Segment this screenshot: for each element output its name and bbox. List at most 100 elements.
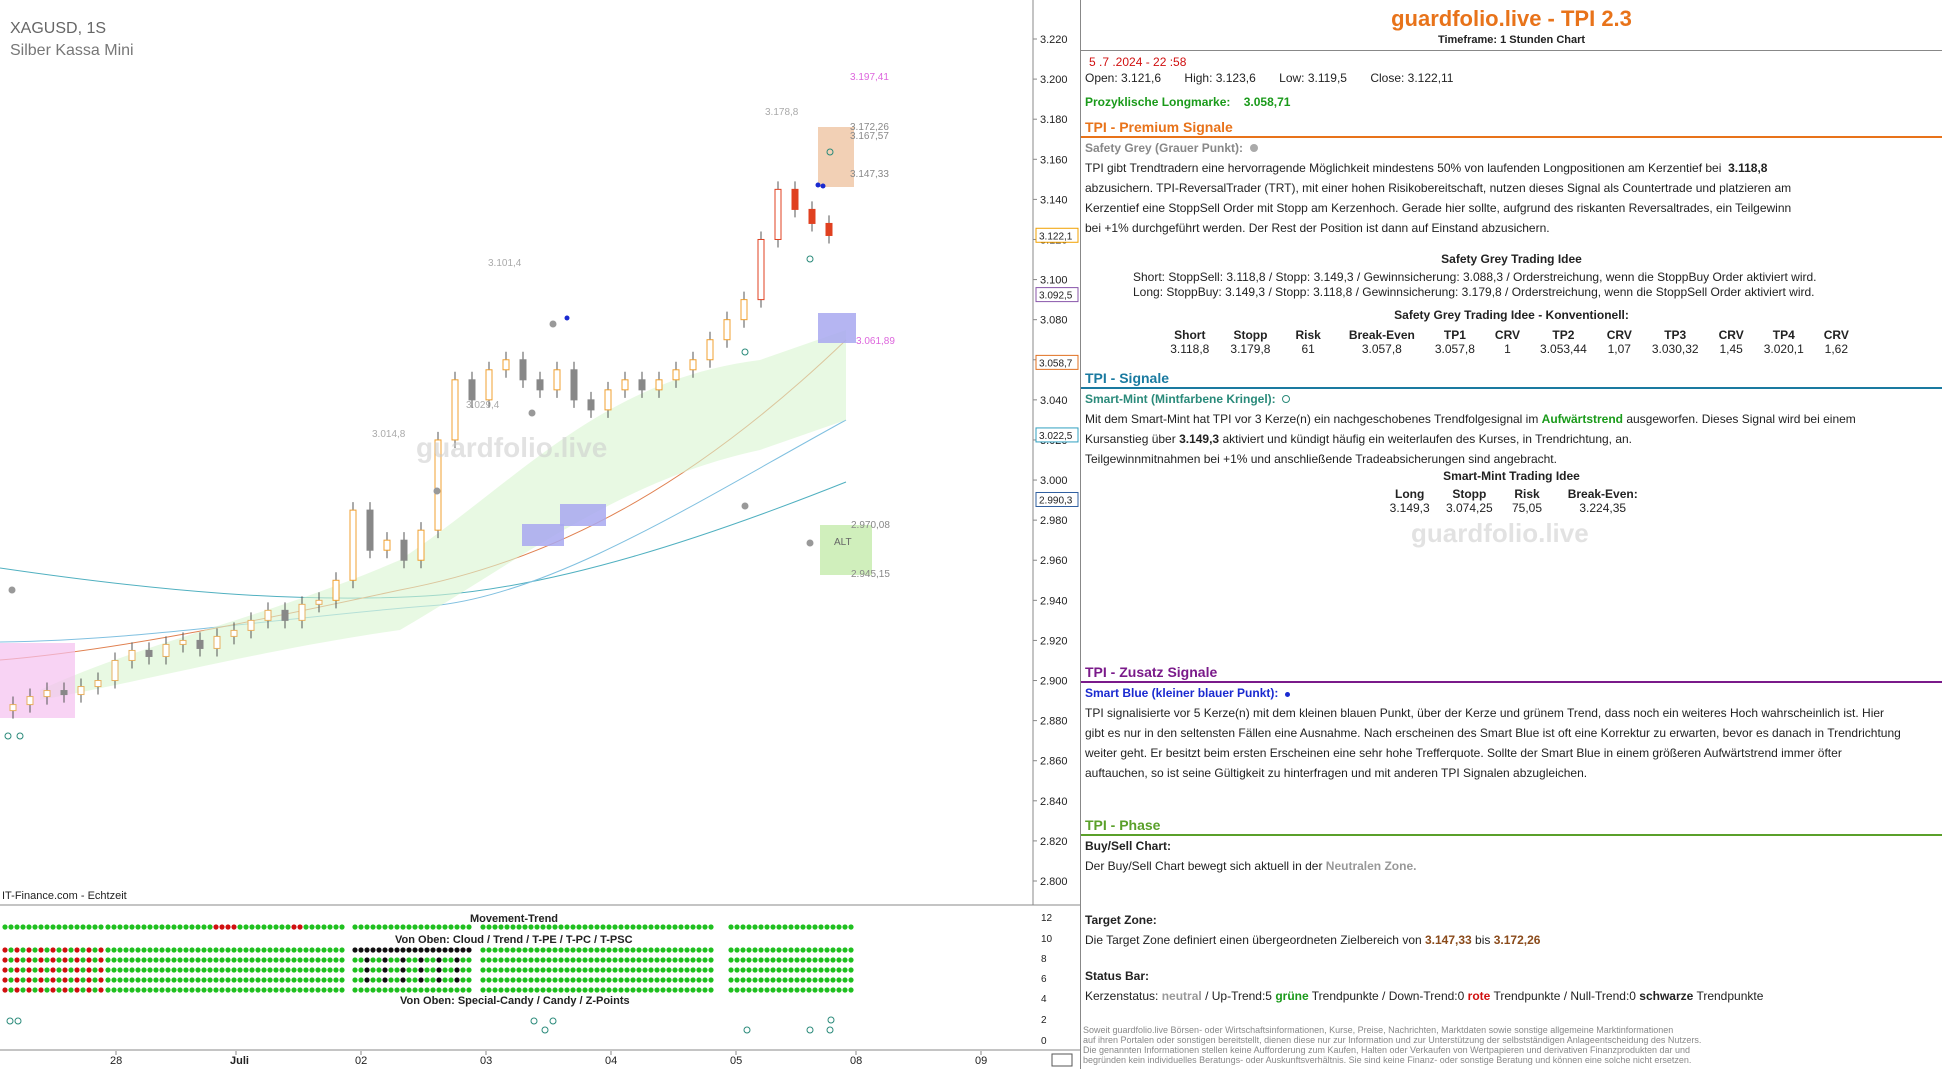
- indicator-dot: [708, 947, 714, 953]
- indicator-dot: [406, 924, 412, 930]
- indicator-dot: [666, 924, 672, 930]
- indicator-dot: [740, 977, 746, 983]
- candle-body: [689, 359, 697, 371]
- indicator-dot: [297, 967, 303, 973]
- indicator-dot: [279, 947, 285, 953]
- indicator-dot: [746, 957, 752, 963]
- indicator-dot: [678, 977, 684, 983]
- indicator-dot: [558, 967, 564, 973]
- indicator-dot: [498, 957, 504, 963]
- level-annotation: ALT: [834, 537, 852, 548]
- indicator-dot: [123, 957, 129, 963]
- indicator-dot: [782, 977, 788, 983]
- indicator-dot: [189, 977, 195, 983]
- phase-section-title: TPI - Phase: [1085, 817, 1161, 833]
- chart-pane[interactable]: 3.2203.2003.1803.1603.1403.1203.1003.080…: [0, 0, 1081, 1069]
- indicator-dot: [770, 924, 776, 930]
- indicator-dot: [297, 957, 303, 963]
- indicator-dot: [740, 987, 746, 993]
- indicator-dot: [636, 977, 642, 983]
- indicator-dot: [734, 924, 740, 930]
- indicator-dot: [836, 987, 842, 993]
- indicator-dot: [448, 977, 454, 983]
- indicator-dot: [2, 947, 8, 953]
- candle-body: [332, 579, 340, 601]
- indicator-dot: [285, 987, 291, 993]
- indicator-dot: [44, 957, 50, 963]
- indicator-dot: [782, 967, 788, 973]
- indicator-dot: [267, 924, 273, 930]
- indicator-dot: [534, 967, 540, 973]
- indicator-dot: [388, 957, 394, 963]
- indicator-dot: [672, 924, 678, 930]
- indicator-dot: [818, 924, 824, 930]
- indicator-dot: [460, 987, 466, 993]
- longmarke: Prozyklische Longmarke: 3.058,71: [1085, 95, 1291, 109]
- x-axis-label: 02: [355, 1055, 367, 1067]
- indicator-dot: [486, 967, 492, 973]
- indicator-dot: [364, 947, 370, 953]
- indicator-dot: [690, 967, 696, 973]
- candle-body: [9, 704, 17, 712]
- candle-body: [264, 609, 272, 621]
- indicator-dot: [62, 957, 68, 963]
- indicator-dot: [339, 924, 345, 930]
- indicator-dot: [261, 947, 267, 953]
- indicator-dot: [333, 947, 339, 953]
- indicator-dot: [708, 987, 714, 993]
- indicator-dot: [588, 924, 594, 930]
- candle-body: [604, 389, 612, 411]
- indicator-dot: [62, 967, 68, 973]
- indicator-dot: [62, 987, 68, 993]
- indicator-dot: [642, 967, 648, 973]
- indicator-dot: [195, 977, 201, 983]
- indicator-dot: [624, 977, 630, 983]
- indicator-dot: [309, 987, 315, 993]
- indicator-dot: [516, 987, 522, 993]
- indicator-dot: [68, 967, 74, 973]
- indicator-dot: [201, 924, 207, 930]
- indicator-dot: [412, 924, 418, 930]
- indicator-dot: [255, 987, 261, 993]
- indicator-dot: [62, 924, 68, 930]
- candy-ring: [827, 1016, 835, 1024]
- indicator-dot: [534, 977, 540, 983]
- indicator-dot: [684, 924, 690, 930]
- indicator-dot: [534, 957, 540, 963]
- indicator-dot: [303, 987, 309, 993]
- indicator-dot: [255, 967, 261, 973]
- indicator-dot: [279, 924, 285, 930]
- indicator-dot: [291, 987, 297, 993]
- x-axis-label: Juli: [230, 1055, 249, 1067]
- indicator-dot: [225, 967, 231, 973]
- indicator-dot: [291, 957, 297, 963]
- candle-body: [672, 369, 680, 381]
- indicator-dot: [255, 957, 261, 963]
- indicator-dot: [207, 987, 213, 993]
- indicator-dot: [690, 957, 696, 963]
- indicator-dot: [141, 947, 147, 953]
- indicator-dot: [26, 987, 32, 993]
- indicator-dot: [800, 987, 806, 993]
- indicator-dot: [534, 924, 540, 930]
- indicator-dot: [454, 924, 460, 930]
- indicator-dot: [382, 924, 388, 930]
- price-chart[interactable]: 3.2203.2003.1803.1603.1403.1203.1003.080…: [0, 0, 1080, 1069]
- indicator-dot: [764, 957, 770, 963]
- indicator-dot: [430, 924, 436, 930]
- indicator-dot: [315, 967, 321, 973]
- indicator-dot: [339, 977, 345, 983]
- indicator-dot: [678, 924, 684, 930]
- indicator-dot: [327, 947, 333, 953]
- indicator-dot: [672, 957, 678, 963]
- indicator-dot: [358, 987, 364, 993]
- indicator-dot: [68, 977, 74, 983]
- indicator-dot: [213, 967, 219, 973]
- indicator-dot: [696, 957, 702, 963]
- indicator-dot: [696, 947, 702, 953]
- indicator-dot: [660, 987, 666, 993]
- indicator-dot: [189, 947, 195, 953]
- indicator-dot: [98, 987, 104, 993]
- indicator-dot: [412, 947, 418, 953]
- indicator-dot: [129, 977, 135, 983]
